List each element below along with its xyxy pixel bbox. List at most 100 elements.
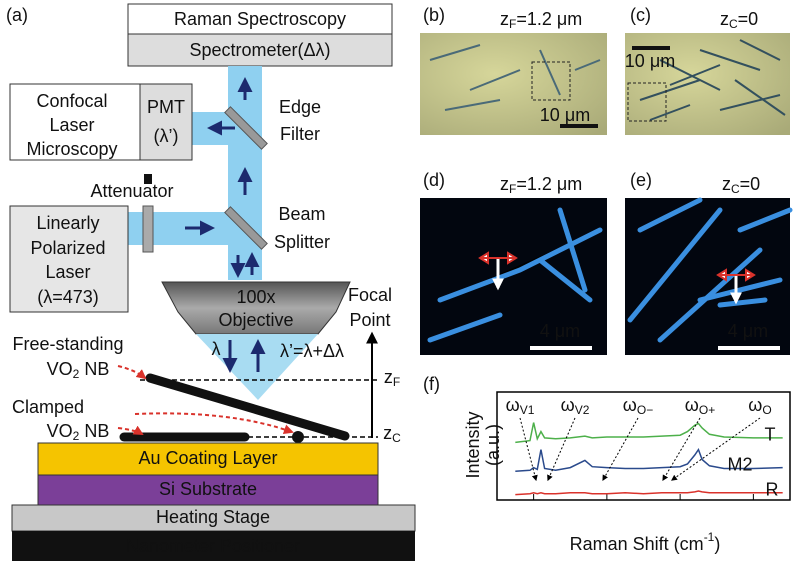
text-part: F: [393, 375, 400, 389]
label: Laser: [45, 262, 90, 282]
label: Attenuator: [90, 181, 173, 201]
y-axis-label: (a.u.): [483, 424, 503, 466]
label: VO2 NB: [47, 359, 110, 381]
text-part: z: [500, 174, 509, 194]
text-part: C: [729, 17, 738, 31]
label: Laser: [49, 115, 94, 135]
edge-filter: [224, 106, 268, 150]
label: Linearly: [36, 213, 99, 233]
raman-box: [127, 3, 393, 35]
spectrometer-box: [127, 33, 393, 67]
text-part: z: [720, 9, 729, 29]
polarization: [478, 251, 518, 265]
text-part: ): [714, 534, 720, 554]
label: zF: [384, 367, 400, 389]
peak-label: ωO−: [623, 395, 653, 417]
label: Filter: [280, 124, 320, 144]
label: (λ’): [154, 126, 179, 146]
attenuator-plate: [142, 205, 154, 253]
si-layer: [37, 474, 379, 506]
scale-bar: [632, 46, 670, 50]
label: Beam: [278, 204, 325, 224]
scale-label: 4 μm: [540, 321, 580, 341]
scale-label: 10 μm: [625, 51, 675, 71]
micrograph-b: [420, 33, 607, 135]
label: zC: [383, 423, 401, 445]
label: Polarized: [30, 238, 105, 258]
label: (a): [6, 5, 28, 25]
heating-stage: [11, 504, 416, 532]
panel-label: (e): [630, 170, 652, 190]
label: Clamped: [12, 397, 84, 417]
text-part: z: [384, 367, 393, 387]
nanobeams: [429, 44, 601, 111]
panel-title: zF=1.2 μm: [500, 174, 582, 196]
peak-label: ωO+: [685, 395, 715, 417]
spectrum: [515, 490, 783, 496]
pointer: [134, 412, 294, 435]
peak-pointer: [519, 417, 538, 482]
peak-label: ωV1: [506, 395, 535, 417]
text-part: ω: [623, 395, 637, 415]
y-axis-label: Intensity: [463, 411, 483, 478]
label: Confocal: [36, 91, 107, 111]
text-part: ω: [561, 395, 575, 415]
x-axis-label: Raman Shift (cm-1): [570, 530, 721, 554]
positioner: [12, 531, 415, 561]
label: Raman Spectroscopy: [174, 9, 346, 29]
text-part: Raman Shift (cm: [570, 534, 704, 554]
layer-label: Au Coating Layer: [138, 448, 277, 468]
nanobeams: [627, 197, 793, 343]
pmt-box: [139, 83, 193, 161]
panel-title: zF=1.2 μm: [500, 9, 582, 31]
free-nanobeam: [145, 373, 350, 441]
text-part: C: [731, 182, 740, 196]
scale-bar: [560, 124, 598, 128]
text-part: O−: [637, 403, 653, 417]
scale-label: 4 μm: [728, 321, 768, 341]
label: λ’=λ+Δλ: [280, 341, 344, 361]
text-part: -1: [704, 530, 715, 544]
text-part: ω: [506, 395, 520, 415]
attenuator-knob: [144, 174, 152, 184]
spectrum: [515, 422, 783, 444]
peak-pointer: [602, 417, 639, 482]
text-part: VO: [47, 359, 73, 379]
peak-label: ωV2: [561, 395, 590, 417]
panel-title: zC=0: [720, 9, 758, 31]
polarization: [716, 268, 756, 282]
panel-label: (f): [423, 374, 440, 394]
label: Microscopy: [26, 139, 117, 159]
text-part: z: [722, 174, 731, 194]
nanobeams: [639, 39, 786, 121]
setup-diagram: [9, 3, 416, 561]
series-label: R: [766, 480, 779, 500]
text-part: O+: [699, 403, 715, 417]
label: Point: [349, 310, 390, 330]
panel-label: (b): [423, 5, 445, 25]
micrographs: [420, 33, 793, 355]
label: (λ=473): [37, 287, 99, 307]
beam-splitter: [224, 206, 268, 250]
text-part: 2: [73, 367, 80, 381]
text-part: O: [762, 403, 771, 417]
contact: [292, 431, 304, 443]
label: PMT: [147, 97, 185, 117]
laser-box: [9, 205, 129, 313]
layer-label: Si Substrate: [159, 479, 257, 499]
label: Spectrometer(Δλ): [189, 40, 330, 60]
pointer: [117, 365, 147, 380]
text-part: NB: [79, 421, 109, 441]
au-layer: [37, 442, 379, 476]
panel-label: (c): [630, 5, 651, 25]
label: Objective: [218, 310, 293, 330]
confocal-box: [9, 83, 141, 161]
peak-pointer: [671, 417, 761, 481]
text-part: ω: [748, 395, 762, 415]
text-part: =1.2 μm: [516, 174, 582, 194]
text-part: =1.2 μm: [516, 9, 582, 29]
label: VO2 NB: [47, 421, 110, 443]
micrograph-d: [420, 198, 607, 355]
series-label: M2: [727, 454, 752, 474]
